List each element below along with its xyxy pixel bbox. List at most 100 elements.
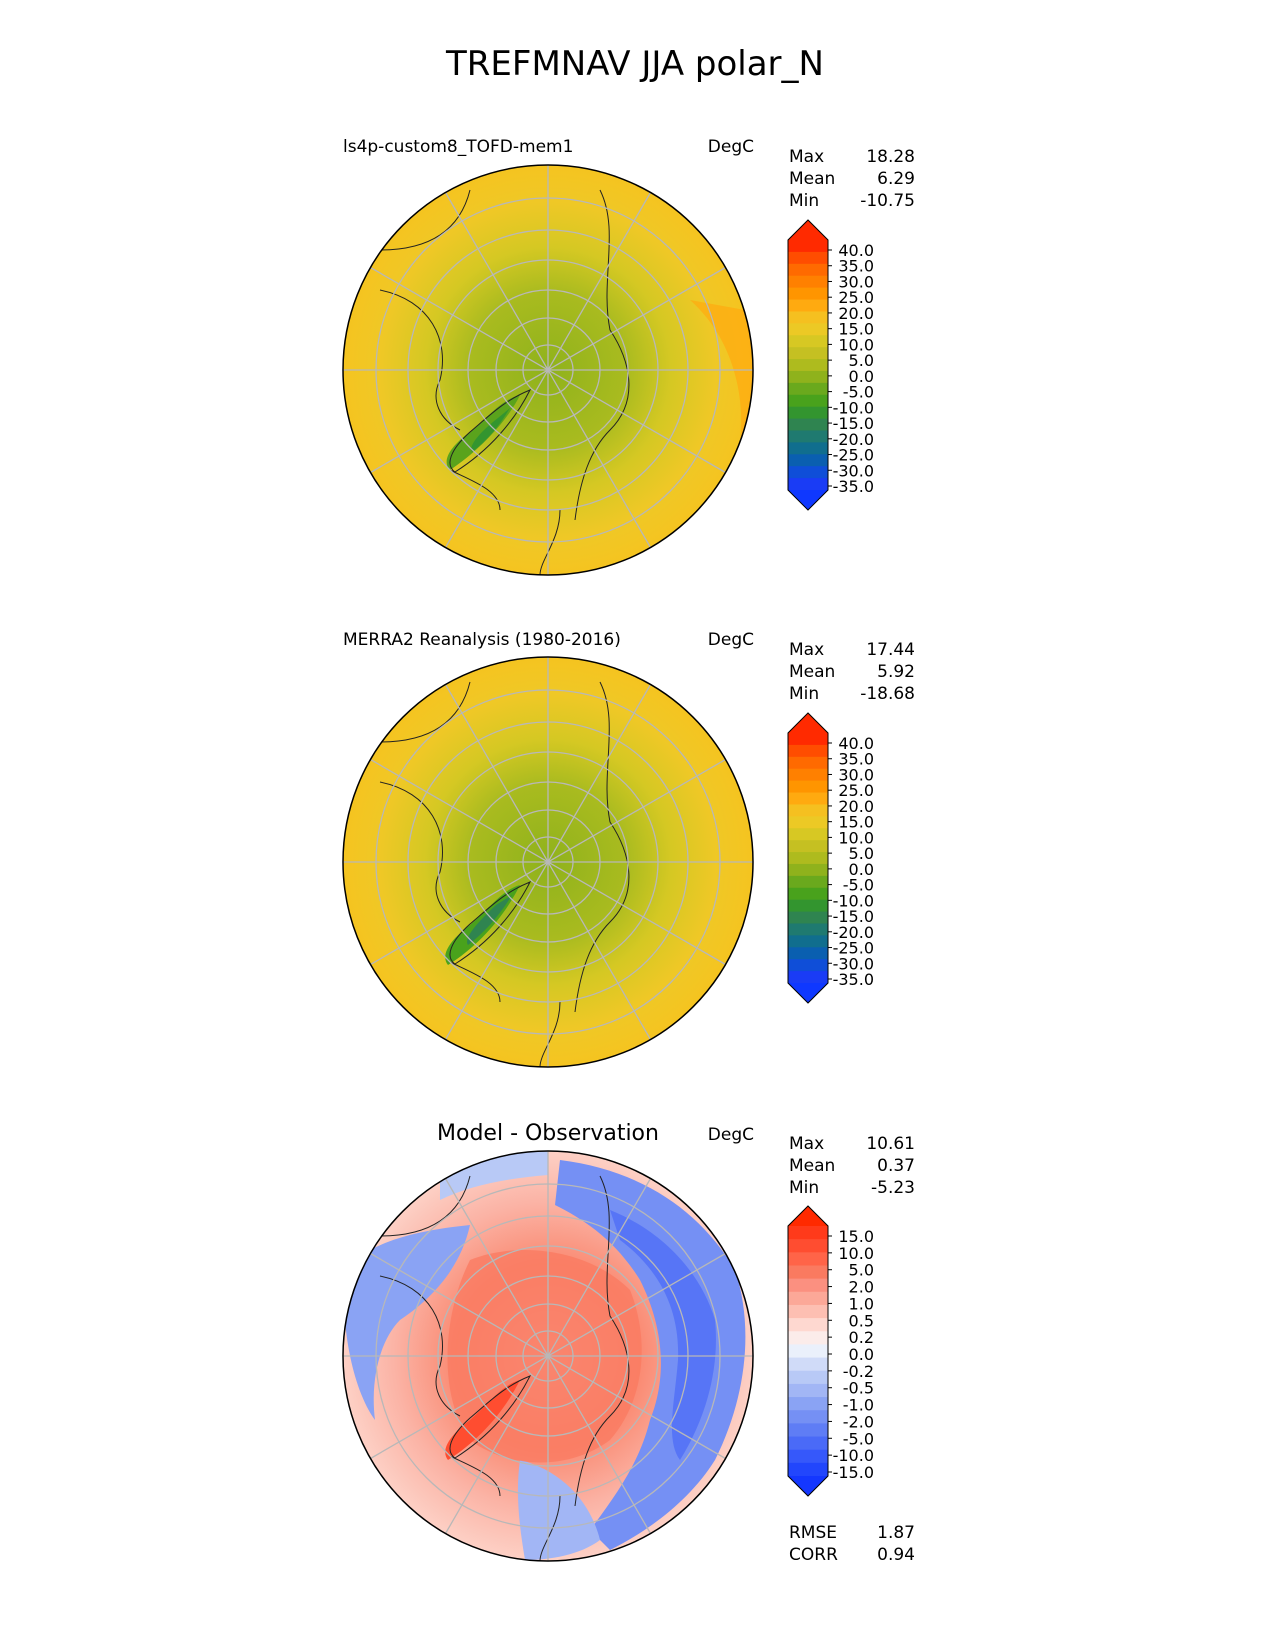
colorbar-tick-label: 1.0 (849, 1294, 874, 1313)
colorbar-tick-label: -20.0 (833, 923, 874, 942)
colorbar-segment (788, 1278, 828, 1293)
colorbar-segment (788, 1410, 828, 1424)
colorbar-tick-label: 15.0 (838, 813, 874, 832)
colorbar-tick-label: 5.0 (849, 351, 874, 370)
panel-title: ls4p-custom8_TOFD-mem1 (343, 137, 573, 157)
colorbar-segment (788, 1462, 828, 1477)
colorbar-segment (788, 323, 828, 336)
colorbar-outline (787, 1205, 829, 1497)
colorbar: 40.035.030.025.020.015.010.05.00.0-5.0-1… (787, 219, 874, 511)
colorbar-segment (788, 1318, 828, 1332)
colorbar-tick-label: 0.0 (849, 1345, 874, 1364)
field-region-canada-cold (345, 1225, 470, 1420)
colorbar-tick-label: -25.0 (833, 939, 874, 958)
colorbar-segment (788, 899, 828, 913)
stat-value: 10.61 (866, 1134, 915, 1154)
stat-value: -5.23 (871, 1178, 915, 1198)
panel-model: ls4p-custom8_TOFD-mem1 DegC Max 18.28 Me… (342, 137, 915, 576)
colorbar-segment (788, 744, 828, 758)
colorbar-tick-label: -5.0 (843, 1429, 874, 1448)
map-border (342, 656, 754, 1068)
colorbar-segment (788, 947, 828, 960)
colorbar-tick-label: -30.0 (833, 954, 874, 973)
colorbar-tick-label: -15.0 (833, 414, 874, 433)
colorbar-tick-label: 15.0 (838, 320, 874, 339)
colorbar-segment (788, 816, 828, 829)
stat-label: Min (789, 191, 819, 211)
coastline-greenland (449, 389, 532, 473)
colorbar-tick-label: -10.0 (833, 398, 874, 417)
stat-label: Mean (789, 169, 835, 189)
colorbar-extend-bottom (788, 983, 828, 1003)
colorbar-segment (788, 275, 828, 289)
coastline-north-america (379, 1175, 501, 1497)
polar-map (342, 1150, 754, 1562)
colorbar-segment (788, 370, 828, 384)
colorbar-segment (788, 1423, 828, 1438)
colorbar-tick-label: 40.0 (838, 241, 874, 260)
colorbar-tick-label: 35.0 (838, 750, 874, 769)
colorbar-segment (788, 1436, 828, 1451)
panel-units: DegC (708, 1125, 754, 1145)
colorbar-segment (788, 478, 828, 491)
colorbar-tick-label: 30.0 (838, 765, 874, 784)
colorbar-segment (788, 935, 828, 948)
colorbar-segment (788, 430, 828, 443)
colorbar-tick-label: 35.0 (838, 257, 874, 276)
colorbar-segment (788, 1397, 828, 1411)
colorbar-tick-label: -0.5 (843, 1379, 874, 1398)
colorbar-tick-label: -15.0 (833, 1463, 874, 1482)
colorbar-tick-label: -2.0 (843, 1412, 874, 1431)
colorbar-tick-label: 30.0 (838, 272, 874, 291)
colorbar-segment (788, 382, 828, 396)
field-region-greenland-core (467, 895, 512, 945)
colorbar-segment (788, 1331, 828, 1346)
colorbar-segment (788, 959, 828, 972)
colorbar-segment (788, 1304, 828, 1319)
colorbar-segment (788, 263, 828, 277)
coastline-north-america (379, 189, 501, 511)
stat-label: Min (789, 1178, 819, 1198)
colorbar-tick-label: 20.0 (838, 797, 874, 816)
colorbar-tick-label: 25.0 (838, 781, 874, 800)
stat-value: 6.29 (877, 169, 915, 189)
stat-label: CORR (789, 1545, 838, 1565)
stat-value: -18.68 (860, 684, 915, 704)
colorbar-segment (788, 335, 828, 348)
colorbar-segment (788, 852, 828, 865)
colorbar: 15.010.05.02.01.00.50.20.0-0.2-0.5-1.0-2… (787, 1205, 874, 1497)
stat-label: Mean (789, 1156, 835, 1176)
colorbar-segment (788, 251, 828, 265)
colorbar-segment (788, 875, 828, 889)
colorbar-segment (788, 454, 828, 467)
figure-title: TREFMNAV JJA polar_N (445, 44, 824, 84)
stat-value: -10.75 (860, 191, 915, 211)
stats-block: Max 17.44 Mean 5.92 Min -18.68 (789, 640, 915, 704)
field-region-eurasia-core (610, 1210, 716, 1460)
colorbar-segment (788, 1357, 828, 1372)
colorbar-segment (788, 911, 828, 925)
coastline-greenland (449, 881, 532, 965)
colorbar-extend-top (788, 220, 828, 240)
colorbar-segment (788, 466, 828, 479)
colorbar-tick-label: 10.0 (838, 335, 874, 354)
extra-stats-block: RMSE 1.87 CORR 0.94 (789, 1523, 915, 1565)
map-border (342, 1150, 754, 1562)
colorbar-tick-label: -5.0 (843, 876, 874, 895)
colorbar-tick-label: 0.0 (849, 860, 874, 879)
stat-value: 17.44 (866, 640, 915, 660)
stats-block: Max 18.28 Mean 6.29 Min -10.75 (789, 147, 915, 211)
colorbar-tick-label: -35.0 (833, 970, 874, 989)
colorbar-segment (788, 828, 828, 841)
colorbar-segment (788, 359, 828, 372)
colorbar-segment (788, 768, 828, 782)
colorbar-extend-top (788, 1206, 828, 1226)
colorbar-segment (788, 1265, 828, 1280)
stat-label: RMSE (789, 1523, 837, 1543)
field-region-greenland-warm (445, 1380, 520, 1460)
polar-map (342, 164, 754, 576)
field-region-eurasia-cold (555, 1160, 746, 1550)
colorbar-segment (788, 1252, 828, 1267)
colorbar-tick-label: 15.0 (838, 1227, 874, 1246)
colorbar-tick-label: -1.0 (843, 1396, 874, 1415)
